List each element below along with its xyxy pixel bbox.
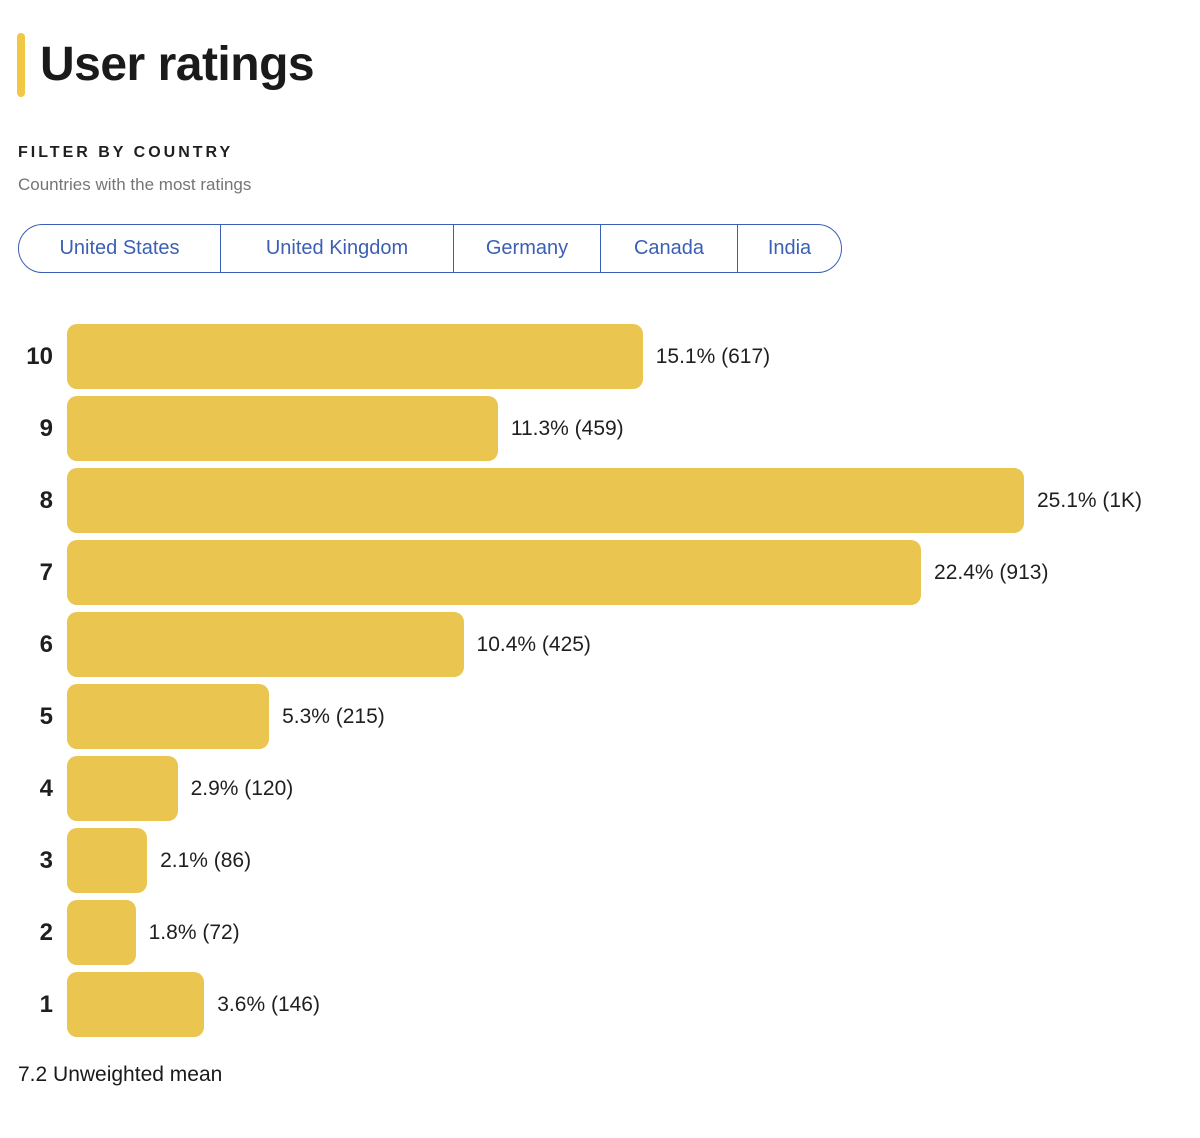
rating-row: 1 3.6% (146) <box>18 972 1200 1037</box>
rating-bar[interactable] <box>67 540 922 605</box>
rating-row: 9 11.3% (459) <box>18 396 1200 461</box>
bar-value-label: 10.4% (425) <box>476 632 591 656</box>
bar-track: 2.1% (86) <box>67 828 1024 893</box>
rating-row: 3 2.1% (86) <box>18 828 1200 893</box>
rating-row: 7 22.4% (913) <box>18 540 1200 605</box>
bar-value-label: 3.6% (146) <box>217 992 320 1016</box>
bar-value-label: 2.9% (120) <box>190 776 294 800</box>
page-header: User ratings <box>17 0 1200 97</box>
bar-value-label: 25.1% (1K) <box>1037 488 1143 512</box>
rating-row: 2 1.8% (72) <box>18 900 1200 965</box>
country-pill-canada[interactable]: Canada <box>601 225 738 272</box>
title-accent-bar <box>17 33 25 97</box>
bar-track: 5.3% (215) <box>67 684 1024 749</box>
bar-value-label: 2.1% (86) <box>160 848 252 872</box>
rating-label: 5 <box>39 702 53 730</box>
country-pill-united-states[interactable]: United States <box>19 225 221 272</box>
rating-bar[interactable] <box>67 828 148 893</box>
bar-track: 2.9% (120) <box>67 756 1024 821</box>
rating-label: 10 <box>26 342 53 370</box>
rating-bar[interactable] <box>67 684 270 749</box>
bar-track: 15.1% (617) <box>67 324 1024 389</box>
rating-bar[interactable] <box>67 612 464 677</box>
rating-label: 9 <box>39 414 53 442</box>
rating-label: 7 <box>39 558 53 586</box>
rating-bar[interactable] <box>67 900 136 965</box>
country-pill-germany[interactable]: Germany <box>454 225 601 272</box>
rating-bar[interactable] <box>67 324 643 389</box>
rating-label: 2 <box>39 918 53 946</box>
rating-row: 4 2.9% (120) <box>18 756 1200 821</box>
bar-track: 1.8% (72) <box>67 900 1024 965</box>
bar-track: 10.4% (425) <box>67 612 1024 677</box>
rating-row: 6 10.4% (425) <box>18 612 1200 677</box>
filter-by-country-label: FILTER BY COUNTRY <box>18 144 234 161</box>
bar-track: 25.1% (1K) <box>67 468 1142 533</box>
bar-value-label: 11.3% (459) <box>510 416 624 440</box>
ratings-histogram: 10 15.1% (617) 9 11.3% (459) 8 25.1% (1K… <box>18 324 1200 1037</box>
rating-label: 8 <box>39 486 53 514</box>
unweighted-mean-label: 7.2 Unweighted mean <box>18 1063 223 1086</box>
country-filter-group: United States United Kingdom Germany Can… <box>18 224 842 273</box>
country-pill-united-kingdom[interactable]: United Kingdom <box>221 225 454 272</box>
rating-row: 5 5.3% (215) <box>18 684 1200 749</box>
filter-subtitle: Countries with the most ratings <box>18 175 252 194</box>
bar-track: 22.4% (913) <box>67 540 1048 605</box>
bar-value-label: 1.8% (72) <box>148 920 240 944</box>
rating-row: 10 15.1% (617) <box>18 324 1200 389</box>
rating-bar[interactable] <box>67 468 1024 533</box>
rating-label: 6 <box>39 630 53 658</box>
country-pill-india[interactable]: India <box>738 225 841 272</box>
page-title: User ratings <box>40 38 315 91</box>
rating-row: 8 25.1% (1K) <box>18 468 1200 533</box>
bar-value-label: 5.3% (215) <box>282 704 385 728</box>
bar-track: 11.3% (459) <box>67 396 1024 461</box>
bar-value-label: 22.4% (913) <box>934 560 1049 584</box>
bar-track: 3.6% (146) <box>67 972 1024 1037</box>
rating-bar[interactable] <box>67 396 498 461</box>
rating-bar[interactable] <box>67 756 178 821</box>
rating-label: 1 <box>39 990 53 1018</box>
rating-bar[interactable] <box>67 972 205 1037</box>
bar-value-label: 15.1% (617) <box>655 344 771 368</box>
rating-label: 3 <box>39 846 53 874</box>
rating-label: 4 <box>39 774 53 802</box>
